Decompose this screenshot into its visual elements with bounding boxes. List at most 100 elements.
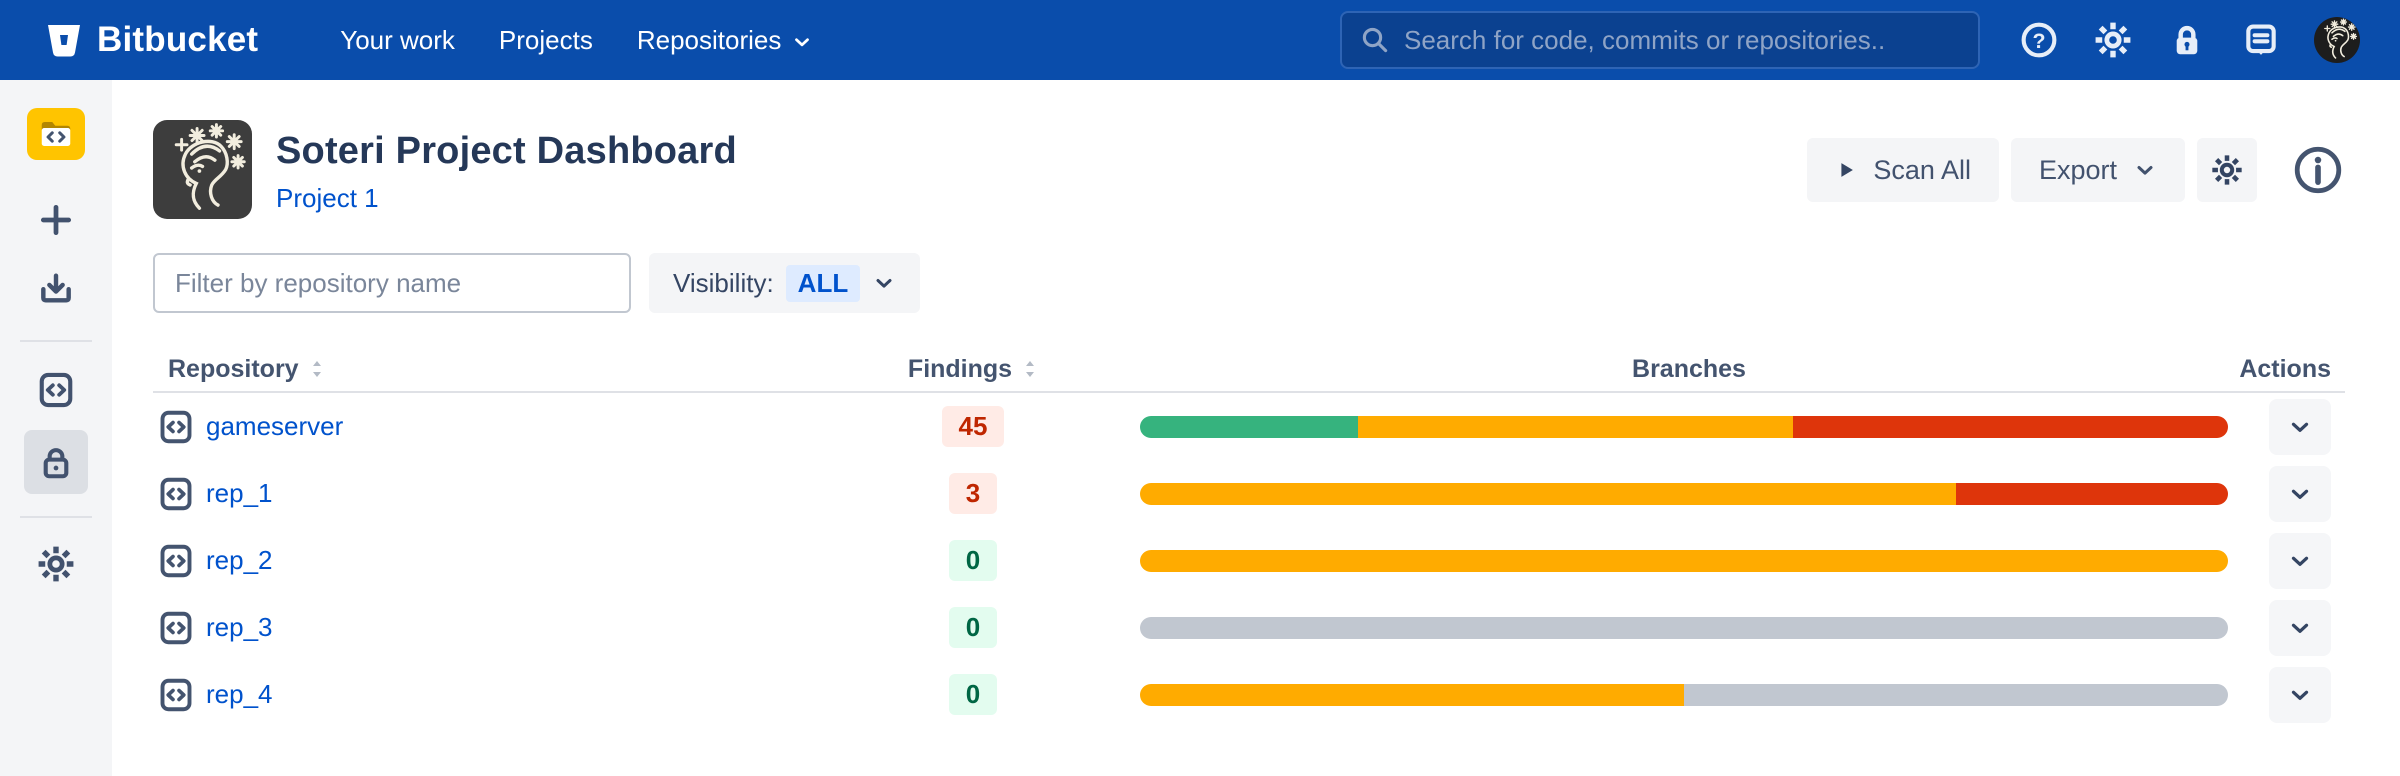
brand-name: Bitbucket <box>97 20 259 59</box>
soteri-face-art <box>153 120 252 219</box>
project-avatar <box>153 120 252 219</box>
branch-segment-amber <box>1140 549 2228 572</box>
dashboard-settings-button[interactable] <box>2197 138 2257 202</box>
page-header: Soteri Project Dashboard Project 1 Scan … <box>153 120 2345 219</box>
import-button[interactable] <box>28 262 84 318</box>
chevron-down-icon <box>2287 682 2313 708</box>
findings-badge: 0 <box>948 607 998 648</box>
gear-icon <box>2211 154 2243 186</box>
findings-badge: 0 <box>948 540 998 581</box>
repository-cell: rep_1 <box>153 476 883 512</box>
actions-cell <box>2238 398 2345 455</box>
navbar-icon-group: ? <box>2018 17 2360 63</box>
repository-cell: rep_4 <box>153 677 883 713</box>
nav-repositories[interactable]: Repositories <box>637 25 814 56</box>
branches-cell <box>1063 549 2238 572</box>
sidebar-item-code[interactable] <box>28 362 84 418</box>
download-icon <box>41 273 71 303</box>
filter-bar: Visibility: ALL <box>153 253 2345 313</box>
branches-bar <box>1140 683 2228 706</box>
chevron-down-icon <box>872 271 896 295</box>
branch-segment-red <box>1792 415 2228 438</box>
nav-your-work[interactable]: Your work <box>340 24 455 55</box>
chevron-down-icon <box>2133 158 2157 182</box>
findings-badge: 3 <box>948 473 998 514</box>
branch-segment-green <box>1140 415 1358 438</box>
row-actions-button[interactable] <box>2269 666 2331 723</box>
user-avatar[interactable] <box>2314 17 2360 63</box>
table-row: rep_4 0 <box>153 661 2345 728</box>
help-icon[interactable]: ? <box>2018 19 2060 61</box>
nav-projects[interactable]: Projects <box>498 24 593 55</box>
top-navbar: Bitbucket Your work Projects Repositorie… <box>0 0 2400 80</box>
global-search[interactable] <box>1340 11 1980 69</box>
row-actions-button[interactable] <box>2269 599 2331 656</box>
repository-link[interactable]: rep_1 <box>206 478 273 508</box>
info-icon <box>2294 146 2342 194</box>
repository-filter-input[interactable] <box>153 253 631 313</box>
row-actions-button[interactable] <box>2269 465 2331 522</box>
chevron-down-icon <box>2287 414 2313 440</box>
findings-cell: 45 <box>883 406 1063 447</box>
repository-link[interactable]: rep_4 <box>206 679 273 709</box>
bitbucket-logo[interactable]: Bitbucket <box>45 20 258 60</box>
column-header-findings[interactable]: Findings <box>883 355 1063 384</box>
repository-link[interactable]: gameserver <box>206 411 344 441</box>
project-avatar-folder[interactable] <box>27 108 85 160</box>
repository-link[interactable]: rep_2 <box>206 545 273 575</box>
info-button[interactable] <box>2291 143 2345 197</box>
chevron-down-icon <box>791 31 813 53</box>
lock-icon <box>43 448 69 479</box>
visibility-value: ALL <box>785 264 861 302</box>
bitbucket-bucket-icon <box>48 25 80 57</box>
primary-nav: Your work Projects Repositories <box>340 25 813 56</box>
branches-bar <box>1140 616 2228 639</box>
actions-cell <box>2238 666 2345 723</box>
main-content: Soteri Project Dashboard Project 1 Scan … <box>112 80 2400 776</box>
header-actions: Scan All Export <box>1807 120 2345 202</box>
row-actions-button[interactable] <box>2269 398 2331 455</box>
findings-cell: 0 <box>883 607 1063 648</box>
findings-badge: 45 <box>941 406 1005 447</box>
branch-segment-gray <box>1684 683 2228 706</box>
branch-segment-gray <box>1140 616 2228 639</box>
search-icon <box>1362 27 1388 53</box>
sort-icon <box>312 361 321 377</box>
repository-link[interactable]: rep_3 <box>206 612 273 642</box>
gear-icon <box>37 545 75 583</box>
branches-bar <box>1140 415 2228 438</box>
lock-icon[interactable] <box>2166 19 2208 61</box>
branches-cell <box>1063 616 2238 639</box>
export-button[interactable]: Export <box>2010 138 2185 202</box>
page-title: Soteri Project Dashboard <box>276 130 737 172</box>
branch-segment-amber <box>1140 482 1956 505</box>
project-link[interactable]: Project 1 <box>276 183 379 213</box>
folder-code-icon <box>41 122 71 146</box>
sidebar-item-settings[interactable] <box>28 536 84 592</box>
table-row: gameserver 45 <box>153 393 2345 460</box>
visibility-dropdown[interactable]: Visibility: ALL <box>649 253 921 313</box>
repository-icon <box>158 610 194 646</box>
create-button[interactable] <box>28 192 84 248</box>
repository-icon <box>158 476 194 512</box>
branches-cell <box>1063 683 2238 706</box>
avatar-face-art <box>2314 17 2360 63</box>
scan-all-button[interactable]: Scan All <box>1807 138 1999 202</box>
sidebar-divider <box>20 340 92 342</box>
left-sidebar <box>0 80 112 776</box>
row-actions-button[interactable] <box>2269 532 2331 589</box>
code-icon <box>37 371 75 409</box>
repository-icon <box>158 677 194 713</box>
settings-icon[interactable] <box>2092 19 2134 61</box>
feedback-icon[interactable] <box>2240 19 2282 61</box>
search-input[interactable] <box>1404 24 1960 56</box>
sidebar-item-security[interactable] <box>24 430 88 494</box>
actions-cell <box>2238 532 2345 589</box>
branches-cell <box>1063 482 2238 505</box>
column-header-repository[interactable]: Repository <box>153 355 883 384</box>
actions-cell <box>2238 465 2345 522</box>
findings-cell: 3 <box>883 473 1063 514</box>
sort-icon <box>1026 361 1035 377</box>
findings-cell: 0 <box>883 540 1063 581</box>
findings-badge: 0 <box>948 674 998 715</box>
